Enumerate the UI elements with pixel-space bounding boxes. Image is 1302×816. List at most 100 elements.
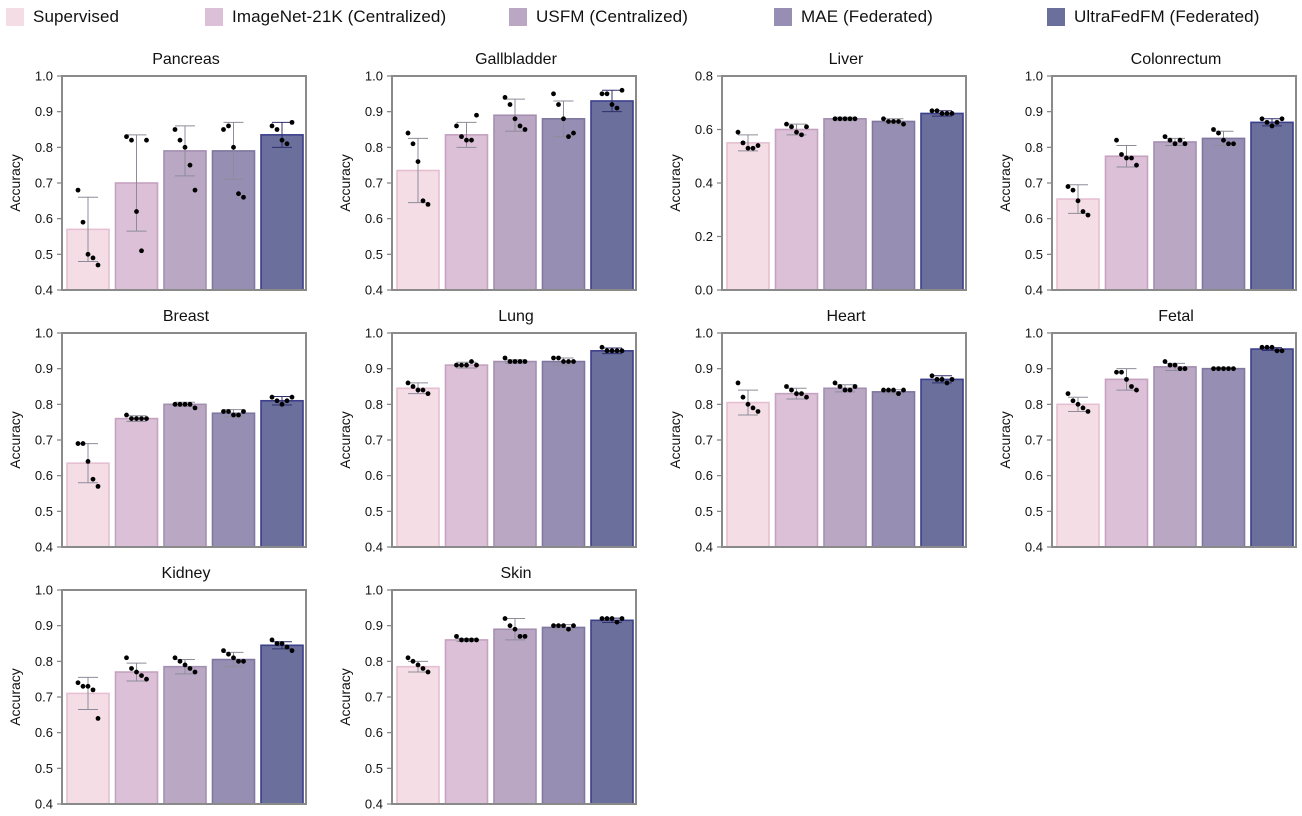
data-point bbox=[556, 623, 561, 629]
chart-title: Fetal bbox=[1158, 308, 1194, 325]
data-point bbox=[172, 401, 178, 407]
y-tick-label: 0.4 bbox=[695, 540, 713, 555]
data-point bbox=[1114, 137, 1119, 143]
y-tick-label: 0.8 bbox=[35, 397, 53, 412]
y-tick-label: 0.4 bbox=[35, 797, 53, 812]
data-point bbox=[95, 262, 101, 268]
bar-5 bbox=[920, 378, 964, 548]
y-tick-label: 0.7 bbox=[35, 433, 53, 448]
data-point bbox=[750, 145, 756, 151]
y-tick-label: 0.9 bbox=[365, 104, 383, 119]
data-point bbox=[454, 362, 459, 368]
data-point bbox=[614, 619, 620, 625]
data-point bbox=[415, 662, 421, 668]
data-point bbox=[1114, 369, 1119, 375]
data-point bbox=[896, 119, 901, 124]
bar-2 bbox=[444, 639, 489, 805]
data-point bbox=[95, 716, 101, 721]
chart-title: Breast bbox=[163, 308, 210, 325]
data-point bbox=[1226, 366, 1231, 372]
plot-frame bbox=[721, 332, 967, 548]
data-point bbox=[517, 359, 523, 364]
data-point bbox=[269, 394, 275, 400]
data-point bbox=[90, 476, 96, 482]
data-point bbox=[144, 137, 149, 143]
data-point bbox=[274, 398, 280, 404]
data-point bbox=[512, 116, 518, 122]
data-point bbox=[842, 116, 848, 122]
y-tick-label: 0.4 bbox=[365, 797, 383, 812]
data-point bbox=[571, 359, 576, 364]
data-point bbox=[410, 384, 416, 389]
data-point bbox=[464, 137, 469, 143]
bar-4 bbox=[541, 626, 586, 805]
data-point bbox=[1279, 348, 1285, 354]
data-point bbox=[144, 416, 149, 421]
bar-3 bbox=[823, 387, 867, 548]
bar-3 bbox=[823, 118, 867, 291]
data-point bbox=[750, 405, 756, 411]
data-point bbox=[469, 359, 474, 364]
data-point bbox=[474, 112, 479, 118]
data-point bbox=[415, 159, 421, 165]
data-point bbox=[95, 483, 101, 489]
y-tick-label: 0.4 bbox=[365, 283, 383, 298]
data-point bbox=[1269, 344, 1275, 350]
bar-5 bbox=[590, 350, 634, 548]
bar-3 bbox=[1153, 366, 1197, 548]
data-point bbox=[420, 666, 426, 671]
data-point bbox=[522, 127, 528, 132]
data-point bbox=[1182, 366, 1188, 372]
chart-title: Colonrectum bbox=[1131, 51, 1222, 68]
data-point bbox=[929, 373, 935, 379]
data-point bbox=[469, 637, 474, 643]
data-point bbox=[571, 130, 576, 136]
data-point bbox=[469, 137, 474, 143]
data-point bbox=[512, 626, 518, 632]
chart-panel-gallbladder: Gallbladder Accuracy 0.4 0.5 0.6 0.7 0.8 0.9 1.0 bbox=[337, 51, 637, 298]
data-point bbox=[1182, 141, 1188, 147]
chart-panel-kidney: Kidney Accuracy 0.4 0.5 0.6 0.7 0.8 0.9 1.0 bbox=[7, 565, 307, 812]
data-point bbox=[599, 616, 605, 621]
data-point bbox=[425, 669, 431, 675]
data-point bbox=[1211, 127, 1216, 132]
data-point bbox=[1119, 152, 1124, 157]
legend-swatch bbox=[205, 8, 223, 26]
data-point bbox=[231, 655, 236, 661]
data-point bbox=[221, 127, 226, 132]
data-point bbox=[1216, 130, 1221, 136]
y-tick-label: 1.0 bbox=[35, 583, 53, 598]
data-point bbox=[124, 412, 129, 418]
data-point bbox=[134, 669, 139, 675]
plot-frame bbox=[1051, 75, 1297, 291]
data-point bbox=[129, 137, 134, 143]
chart-panel-colonrectum: Colonrectum Accuracy 0.4 0.5 0.6 0.7 0.8 0.9 1.0 bbox=[997, 51, 1297, 298]
data-point bbox=[274, 641, 280, 646]
data-point bbox=[226, 123, 231, 129]
y-tick-label: 0.5 bbox=[1025, 247, 1043, 262]
data-point bbox=[799, 132, 804, 138]
y-tick-label: 0.6 bbox=[695, 122, 713, 137]
plot-frame bbox=[61, 332, 307, 548]
data-point bbox=[507, 102, 513, 107]
data-point bbox=[134, 209, 139, 214]
chart-panel-breast: Breast Accuracy 0.4 0.5 0.6 0.7 0.8 0.9 1.0 bbox=[7, 308, 307, 555]
data-point bbox=[944, 111, 950, 116]
data-point bbox=[794, 391, 799, 397]
chart-title: Kidney bbox=[162, 565, 211, 582]
y-tick-label: 0.9 bbox=[365, 361, 383, 376]
y-tick-label: 0.6 bbox=[35, 468, 53, 483]
data-point bbox=[90, 255, 96, 261]
bar-4 bbox=[871, 391, 916, 548]
bar-4 bbox=[211, 658, 256, 805]
data-point bbox=[75, 680, 81, 686]
data-point bbox=[755, 143, 761, 148]
data-point bbox=[405, 380, 411, 386]
bar-1 bbox=[1056, 403, 1100, 548]
y-tick-label: 1.0 bbox=[35, 326, 53, 341]
data-point bbox=[274, 127, 280, 132]
data-point bbox=[735, 129, 741, 135]
y-tick-label: 0.9 bbox=[35, 104, 53, 119]
bar-4 bbox=[541, 118, 586, 291]
y-tick-label: 0.9 bbox=[1025, 104, 1043, 119]
